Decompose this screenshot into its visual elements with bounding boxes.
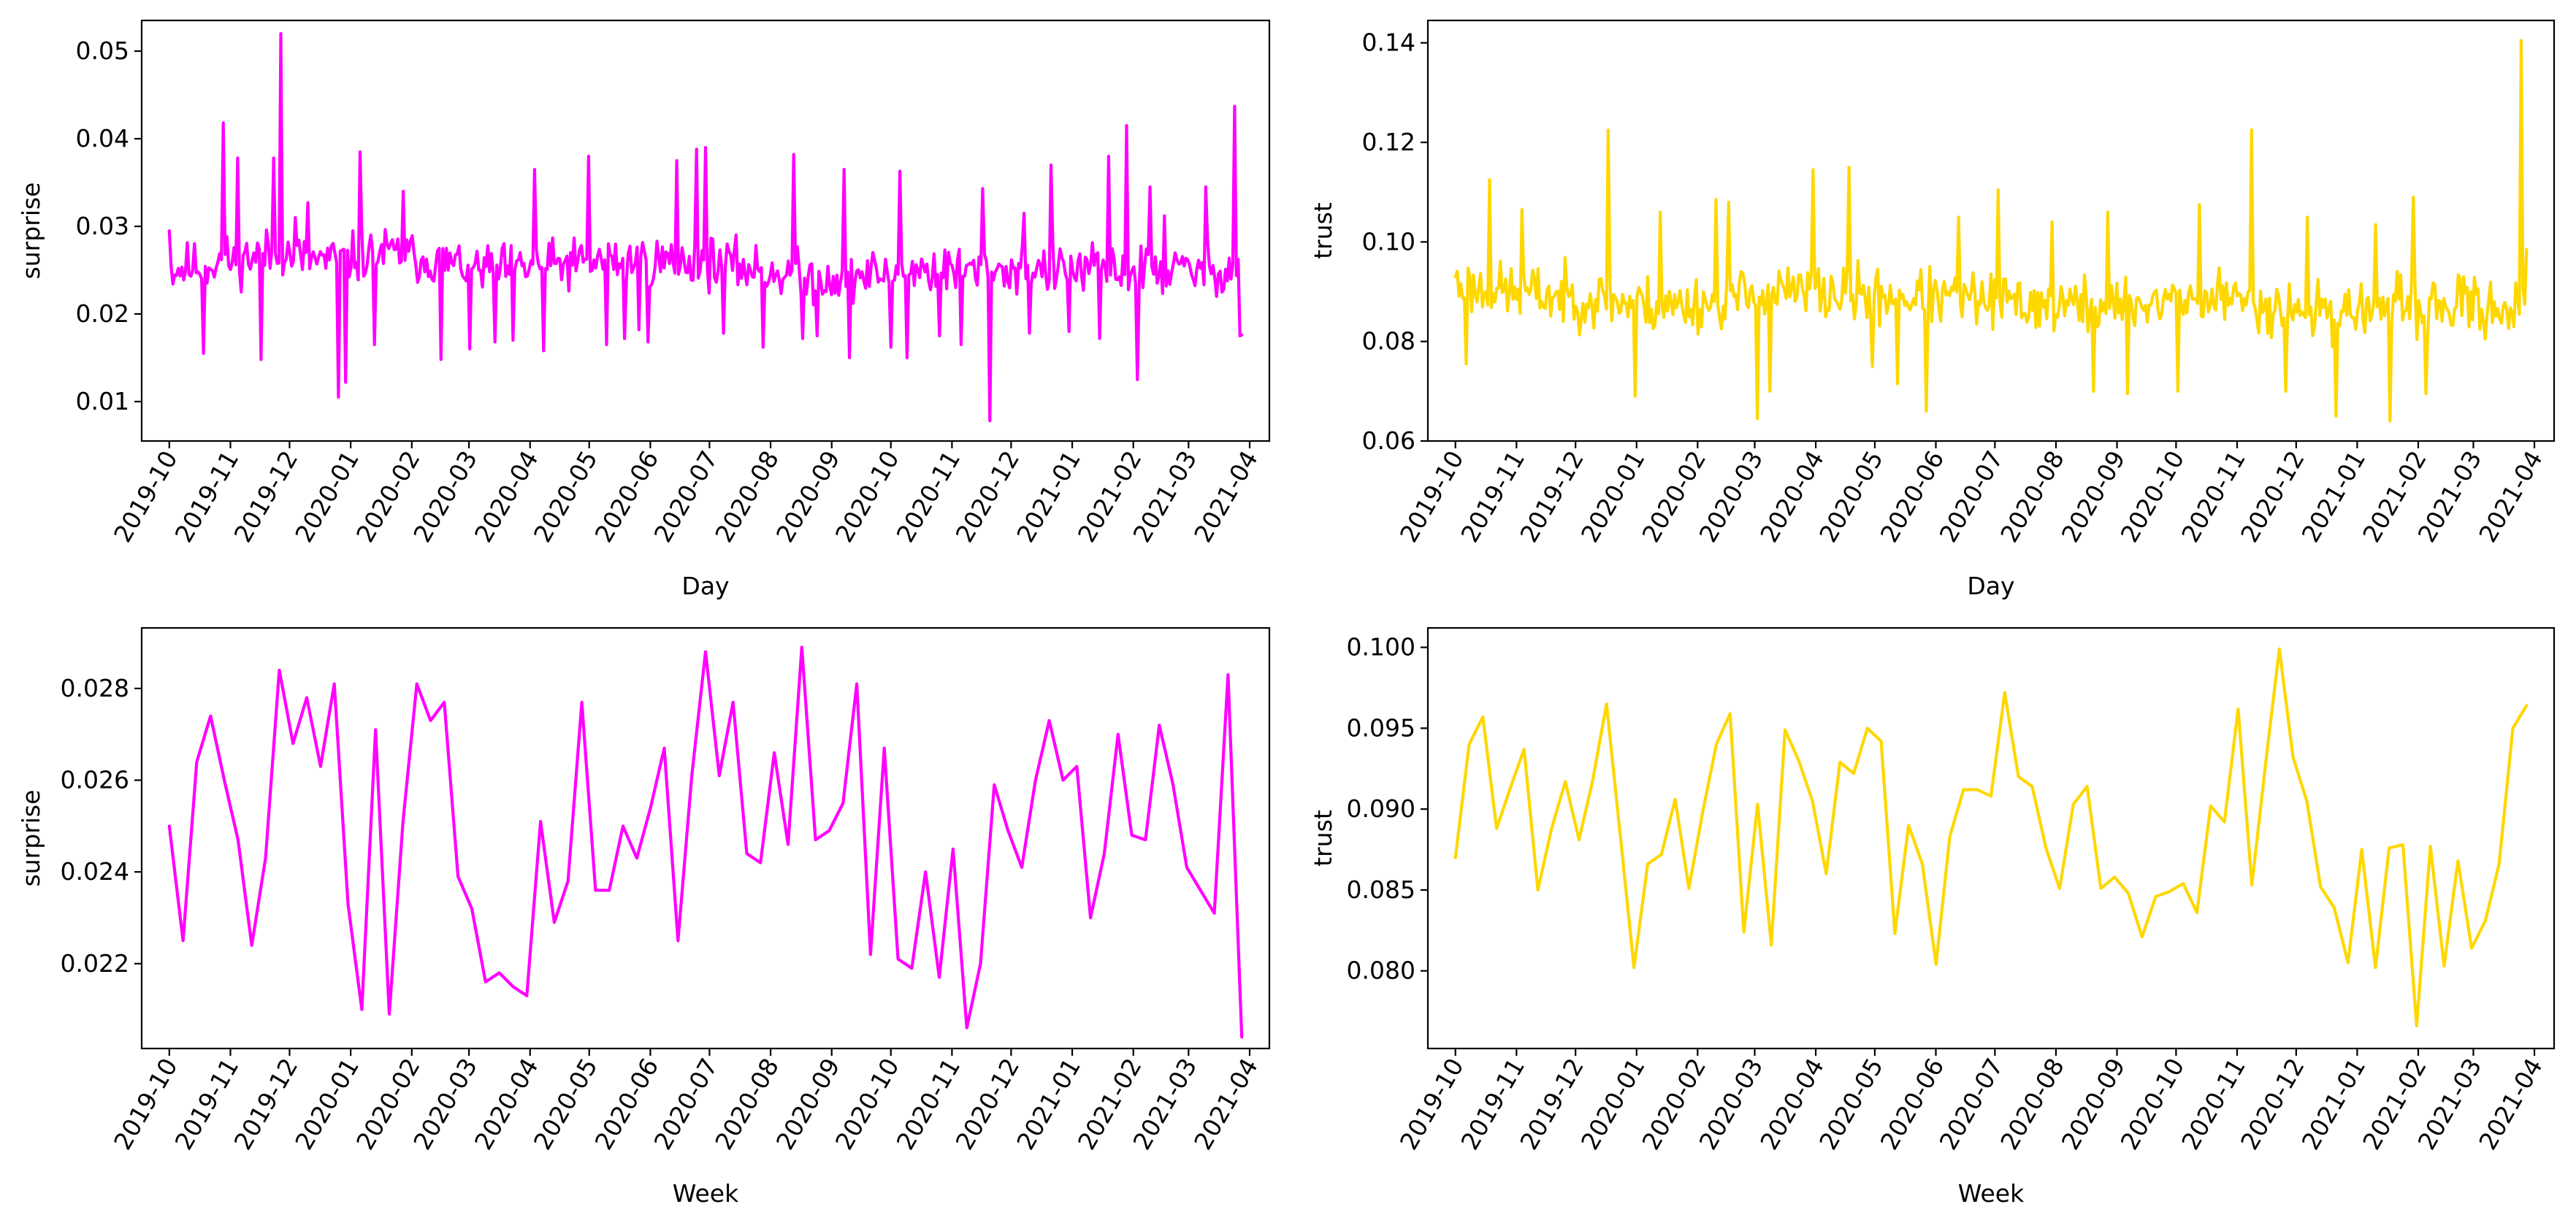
panel-weekly-trust: 0.0800.0850.0900.0950.1002019-102019-112… [1309,626,2556,1208]
weekly-trust-xlabel: Week [1958,1179,2025,1208]
daily-trust-ytick-label: 0.14 [1362,28,1415,57]
panel-weekly-surprise: 0.0220.0240.0260.0282019-102019-112019-1… [17,626,1271,1208]
daily-trust-ytick-label: 0.06 [1362,426,1415,455]
daily-trust-ytick-label: 0.10 [1362,227,1415,256]
panel-daily-surprise: 0.010.020.030.040.052019-102019-112019-1… [17,19,1271,600]
weekly-surprise-ytick-label: 0.026 [61,766,129,794]
daily-surprise-series-line [167,31,1244,423]
daily-trust-ytick-label: 0.12 [1362,128,1415,156]
daily-trust-ytick-label: 0.08 [1362,327,1415,356]
weekly-surprise-ytick-label: 0.022 [61,949,129,978]
daily-surprise-ytick-label: 0.02 [76,299,129,328]
weekly-trust-series-line [1453,647,2529,1028]
daily-trust-xlabel: Day [1967,572,2014,600]
daily-surprise-ytick-label: 0.04 [76,124,129,153]
weekly-surprise-ytick-label: 0.028 [61,674,129,702]
weekly-trust-ytick-label: 0.095 [1347,713,1415,742]
weekly-surprise-series-line [167,645,1244,1039]
weekly-trust-ytick-label: 0.085 [1347,875,1415,904]
weekly-trust-ylabel: trust [1309,810,1337,867]
weekly-trust-ytick-label: 0.090 [1347,794,1415,823]
daily-surprise-ylabel: surprise [17,183,45,280]
daily-surprise-ytick-label: 0.05 [76,37,129,65]
daily-trust-ylabel: trust [1309,202,1337,259]
weekly-surprise-ylabel: surprise [17,790,45,887]
daily-trust-series-line [1453,39,2529,423]
weekly-trust-ytick-label: 0.080 [1347,956,1415,985]
panel-daily-trust: 0.060.080.100.120.142019-102019-112019-1… [1309,19,2556,600]
weekly-surprise-ytick-label: 0.024 [61,857,129,886]
daily-surprise-ytick-label: 0.03 [76,212,129,240]
weekly-trust-ytick-label: 0.100 [1347,633,1415,662]
weekly-surprise-xlabel: Week [673,1179,739,1208]
daily-surprise-ytick-label: 0.01 [76,387,129,415]
weekly-surprise-axes-frame [140,626,1271,1050]
daily-surprise-axes-frame [140,19,1271,442]
daily-surprise-xlabel: Day [681,572,729,600]
weekly-trust-axes-frame [1426,626,2556,1050]
daily-trust-axes-frame [1426,19,2556,442]
